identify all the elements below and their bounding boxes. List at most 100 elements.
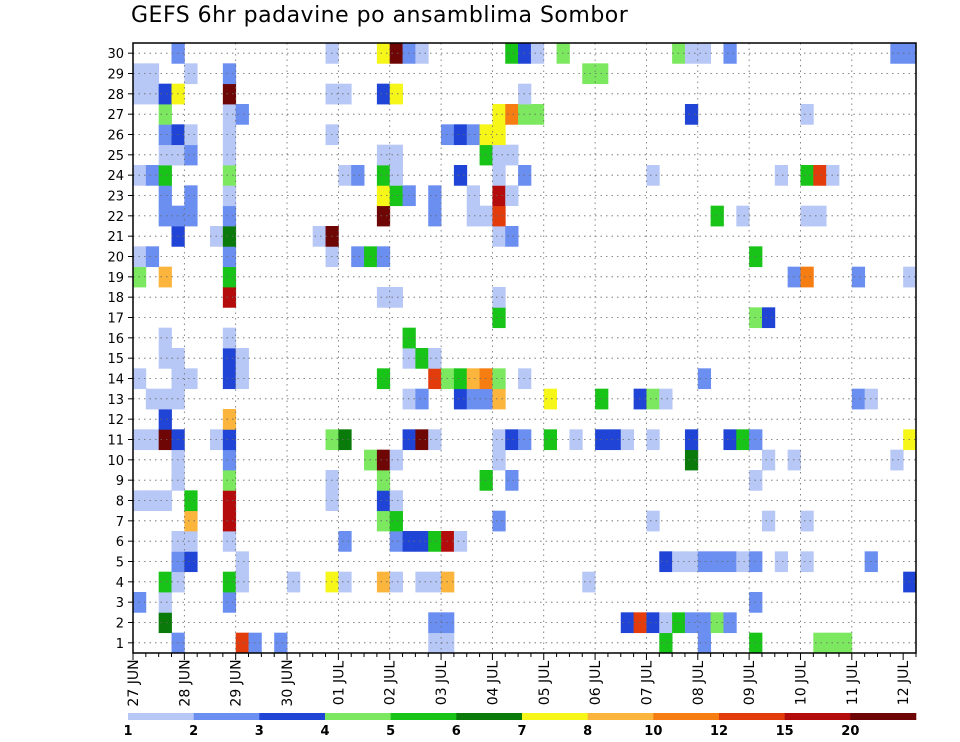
heatmap-cell: [158, 490, 172, 512]
heatmap-cell: [158, 185, 172, 207]
legend-label: 5: [386, 724, 395, 739]
heatmap-cell: [338, 531, 352, 552]
heatmap-cells: [133, 43, 917, 654]
heatmap-cell: [659, 612, 673, 634]
y-tick-label: 21: [107, 230, 124, 245]
heatmap-cell: [158, 144, 172, 166]
heatmap-cell: [813, 632, 827, 654]
heatmap-cell: [184, 531, 198, 552]
heatmap-cell: [351, 165, 365, 186]
legend-label: 2: [189, 724, 198, 739]
heatmap-cell: [684, 612, 699, 634]
heatmap-cell: [389, 43, 403, 64]
y-tick-label: 29: [107, 68, 124, 83]
heatmap-cell: [389, 144, 403, 166]
heatmap-cell: [466, 124, 480, 146]
heatmap-cell: [543, 429, 557, 451]
heatmap-cell: [428, 429, 442, 451]
heatmap-cell: [158, 124, 172, 146]
heatmap-cell: [222, 226, 237, 247]
heatmap-cell: [505, 470, 519, 491]
heatmap-cell: [222, 531, 237, 552]
heatmap-cell: [492, 104, 506, 125]
heatmap-cell: [338, 429, 352, 451]
heatmap-cell: [428, 612, 442, 634]
heatmap-cell: [415, 388, 429, 410]
heatmap-cell: [222, 592, 237, 613]
x-tick-label: 09 JUL: [742, 661, 758, 706]
heatmap-cell: [582, 571, 596, 593]
x-tick-label: 01 JUL: [331, 661, 347, 706]
heatmap-cell: [453, 531, 468, 552]
heatmap-cell: [761, 510, 776, 532]
heatmap-cell: [415, 43, 429, 64]
heatmap-cell: [492, 185, 506, 207]
y-tick-label: 9: [116, 474, 124, 489]
legend-swatch: [784, 713, 851, 720]
heatmap-cell: [158, 165, 172, 186]
heatmap-cell: [312, 226, 326, 247]
grid-lines: [133, 43, 916, 653]
heatmap-cell: [543, 388, 557, 410]
heatmap-cell: [684, 43, 699, 64]
heatmap-cell: [851, 388, 866, 410]
heatmap-cell: [389, 510, 403, 532]
y-tick-label: 3: [116, 596, 124, 611]
legend-swatch: [587, 713, 654, 720]
heatmap-cell: [222, 144, 237, 166]
legend-swatch: [653, 713, 720, 720]
heatmap-cell: [466, 368, 480, 390]
heatmap-cell: [684, 104, 699, 125]
legend-label: 3: [255, 724, 264, 739]
x-tick-label: 11 JUL: [845, 661, 861, 706]
x-tick-label: 07 JUL: [639, 661, 655, 706]
heatmap-cell: [800, 551, 814, 573]
heatmap-cell: [492, 287, 506, 308]
heatmap-cell: [453, 368, 468, 390]
heatmap-cell: [505, 144, 519, 166]
x-tick-label: 03 JUL: [434, 661, 450, 706]
heatmap-cell: [890, 449, 904, 471]
heatmap-cell: [145, 388, 160, 410]
heatmap-cell: [646, 510, 660, 532]
y-tick-label: 24: [107, 169, 124, 184]
heatmap-cell: [184, 490, 198, 512]
heatmap-cell: [530, 43, 545, 64]
heatmap-cell: [158, 266, 172, 288]
heatmap-cell: [466, 388, 480, 410]
heatmap-cell: [774, 165, 789, 186]
heatmap-cell: [492, 307, 506, 329]
heatmap-cell: [723, 429, 737, 451]
heatmap-cell: [890, 43, 904, 64]
heatmap-cell: [453, 165, 468, 186]
heatmap-cell: [184, 144, 198, 166]
y-tick-label: 18: [107, 291, 124, 306]
heatmap-cell: [697, 612, 712, 634]
heatmap-cell: [415, 531, 429, 552]
heatmap-cell: [492, 205, 506, 227]
heatmap-cell: [800, 165, 814, 186]
heatmap-cell: [415, 348, 429, 369]
heatmap-cell: [222, 63, 237, 85]
heatmap-cell: [492, 144, 506, 166]
y-tick-label: 28: [107, 88, 124, 103]
legend-swatch: [325, 713, 391, 720]
x-tick-label: 04 JUL: [485, 661, 501, 706]
heatmap-cell: [492, 449, 506, 471]
heatmap-cell: [222, 409, 237, 430]
heatmap-cell: [646, 429, 660, 451]
legend-swatch: [719, 713, 785, 720]
heatmap-cell: [505, 226, 519, 247]
heatmap-cell: [697, 43, 712, 64]
y-axis: 1234567891011121314151617181920212223242…: [107, 47, 133, 652]
y-tick-label: 20: [107, 251, 124, 266]
heatmap-cell: [607, 429, 622, 451]
heatmap-cell: [376, 144, 391, 166]
legend-swatch: [193, 713, 260, 720]
y-tick-label: 4: [116, 576, 124, 591]
heatmap-cell: [838, 632, 853, 654]
y-tick-label: 8: [116, 495, 124, 510]
heatmap-cell: [235, 104, 249, 125]
heatmap-cell: [222, 83, 237, 105]
